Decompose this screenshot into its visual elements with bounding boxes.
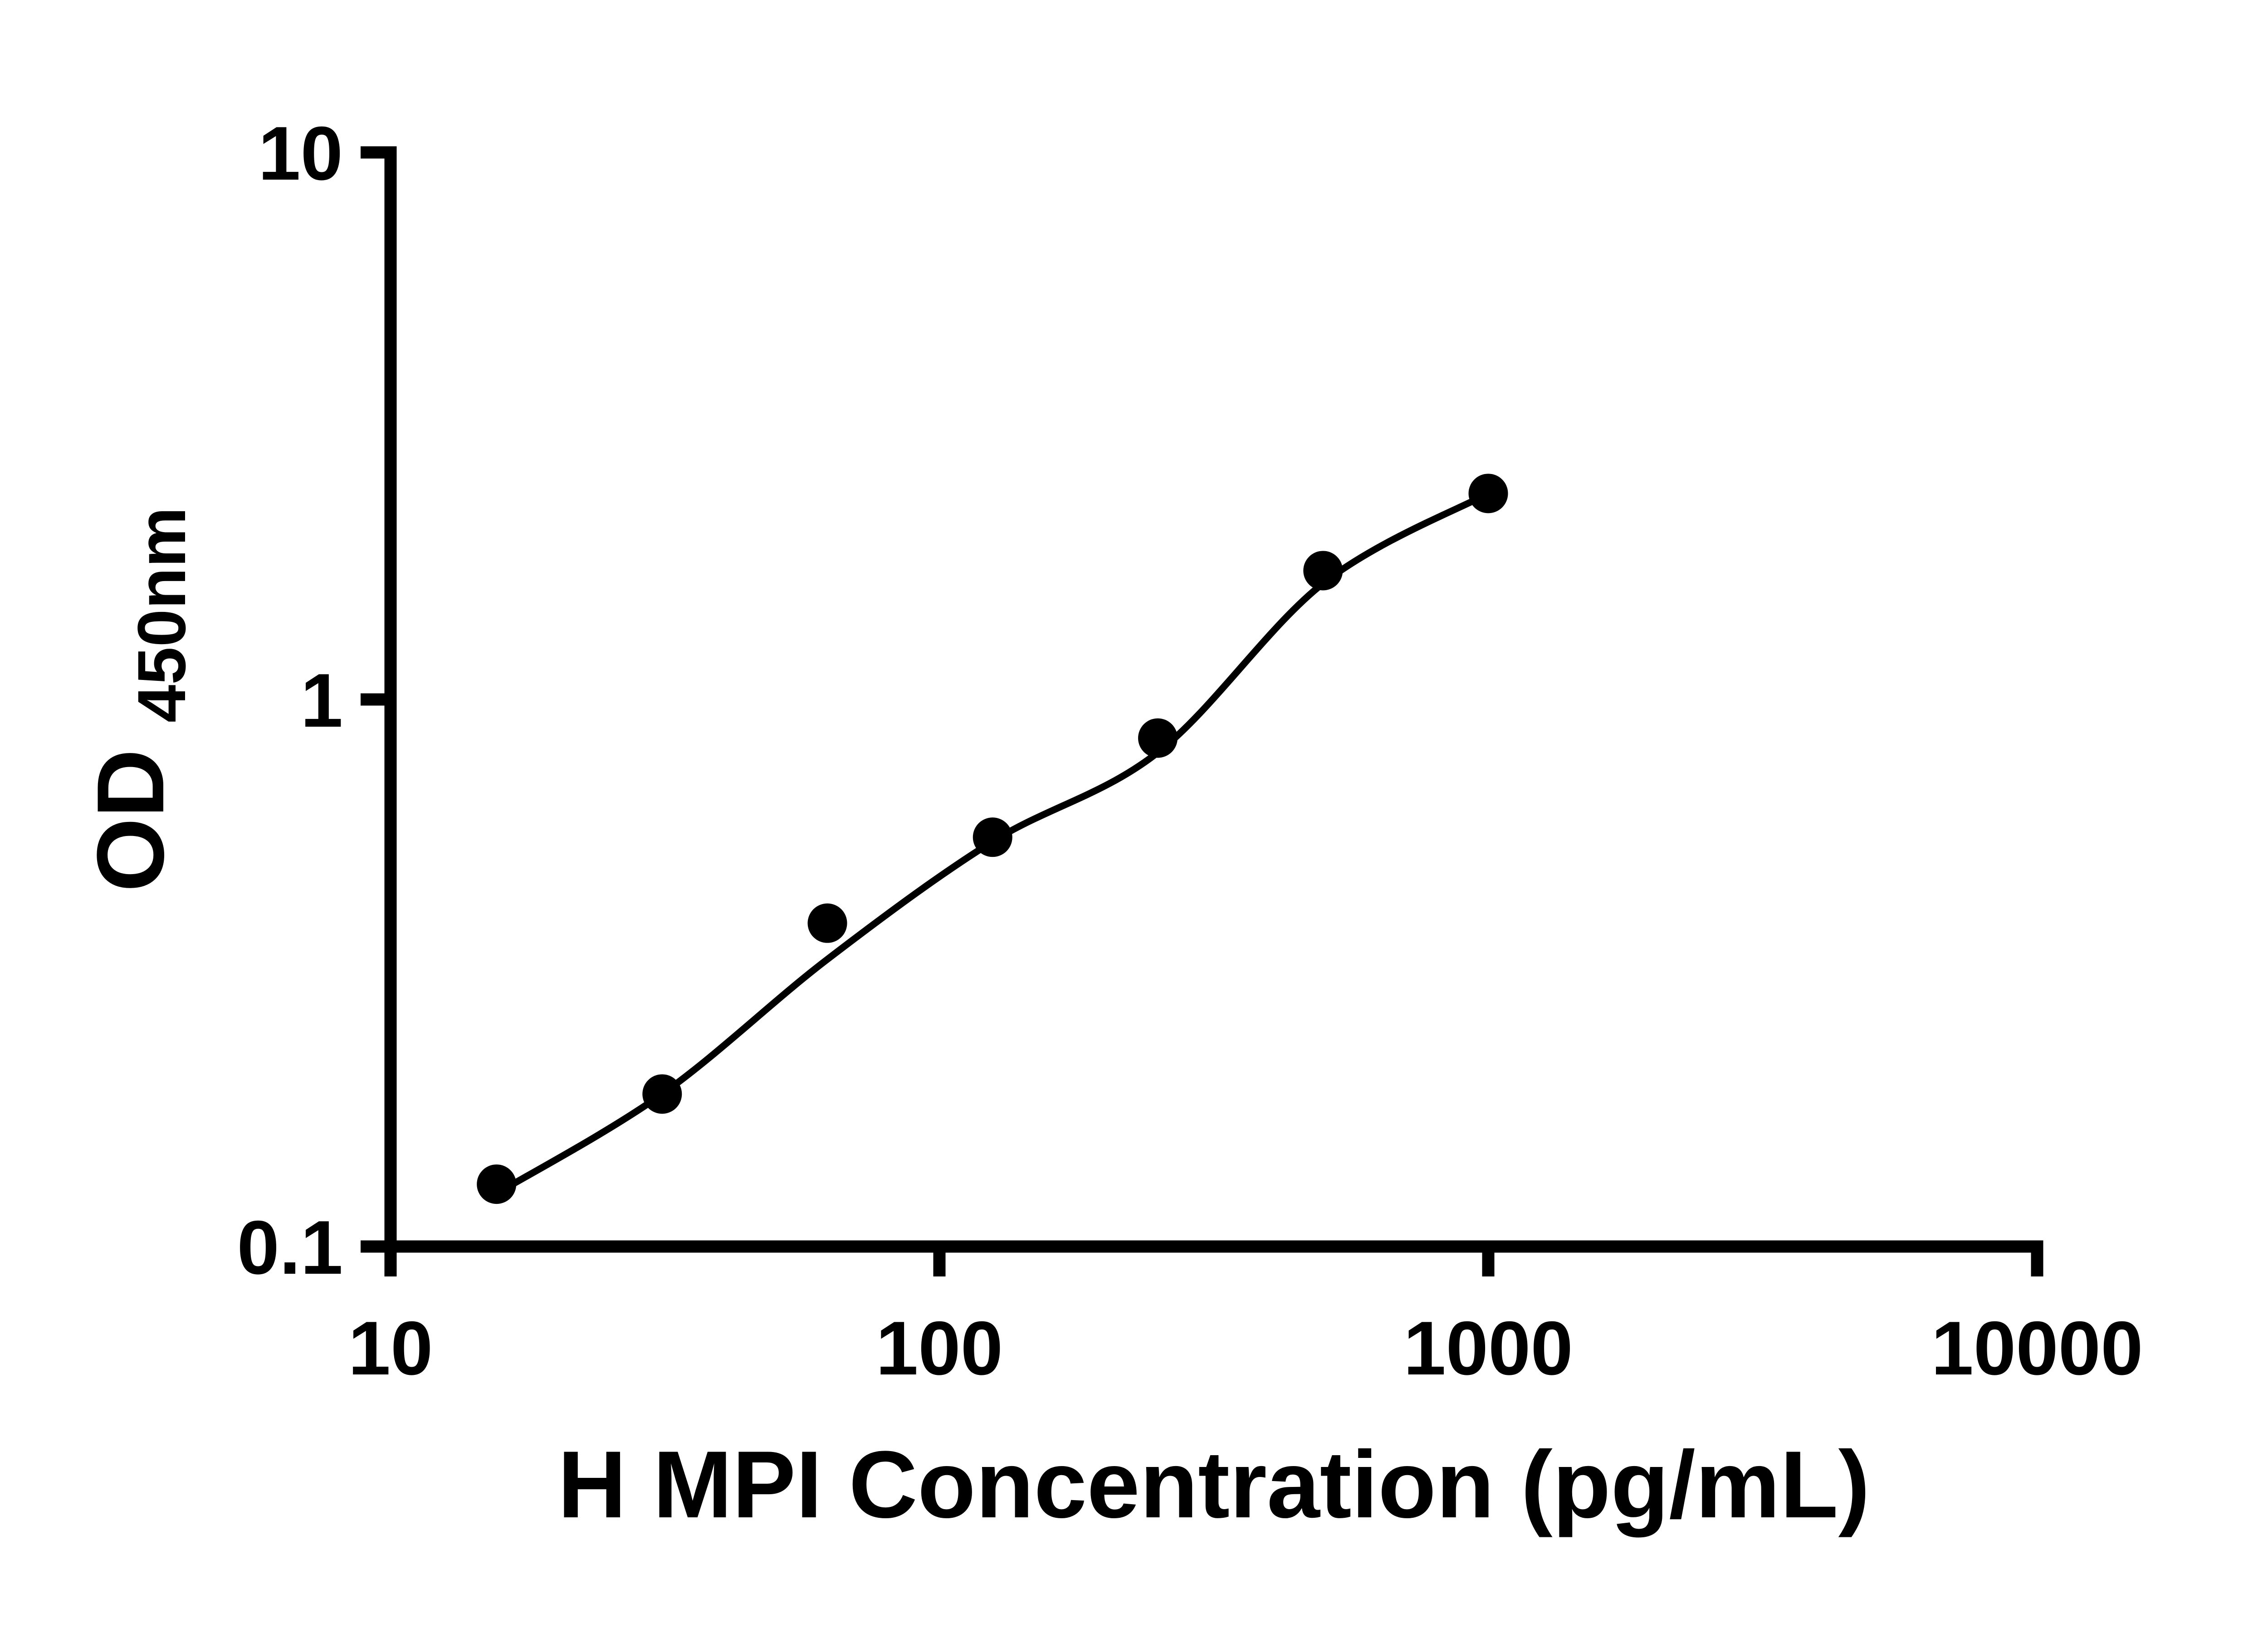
- x-tick-label: 10: [348, 1305, 433, 1391]
- y-axis-title: OD 450nm: [77, 507, 200, 892]
- x-tick-label: 100: [876, 1305, 1003, 1391]
- y-axis-title-main: OD: [77, 749, 184, 892]
- data-points: [477, 474, 1508, 1204]
- y-tick-label: 0.1: [237, 1205, 343, 1290]
- data-point: [1468, 474, 1508, 513]
- y-tick-label: 1: [301, 658, 343, 743]
- x-tick-label: 1000: [1403, 1305, 1573, 1391]
- x-axis-title: H MPI Concentration (pg/mL): [557, 1431, 1870, 1538]
- y-axis-title-subscript: 450nm: [123, 507, 200, 723]
- tick-labels: 10 100 1000 10000 0.1 1 10: [237, 111, 2143, 1391]
- data-point: [477, 1164, 517, 1204]
- data-point: [973, 817, 1012, 857]
- y-tick-label: 10: [258, 111, 343, 196]
- data-point: [1303, 551, 1343, 591]
- data-point: [642, 1074, 682, 1114]
- x-tick-label: 10000: [1931, 1305, 2143, 1391]
- data-point: [1138, 718, 1178, 758]
- data-point: [807, 903, 847, 943]
- axis-ticks: [361, 146, 2043, 1276]
